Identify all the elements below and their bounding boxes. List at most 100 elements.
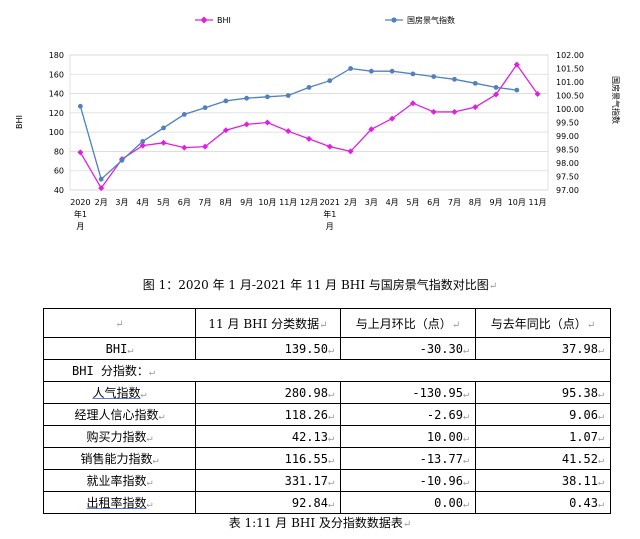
bhi-point <box>306 135 312 142</box>
bhi-point <box>534 91 541 98</box>
bhi-point <box>139 142 146 149</box>
y-left-tick-label: 80 <box>54 147 64 156</box>
legend-housing-index-label: 国房景气指数 <box>407 15 455 25</box>
row-mom: -130.95↵ <box>340 381 476 404</box>
y-right-tick-label: 100.50 <box>556 92 584 101</box>
bhi-data-table: ↵ 11 月 BHI 分类数据↵ 与上月环比（点）↵ 与去年同比（点）↵ BHI… <box>43 308 611 514</box>
x-tick-label: 9月 <box>240 198 253 207</box>
legend-bhi-marker <box>200 16 208 24</box>
y-left-tick-label: 180 <box>49 51 64 60</box>
y-right-tick-label: 100.00 <box>556 105 584 114</box>
bhi-point <box>243 121 250 128</box>
x-tick-label: 3月 <box>115 198 128 207</box>
housing-index-point <box>181 112 187 117</box>
housing-index-point <box>265 94 270 100</box>
bhi-point <box>430 108 437 115</box>
table-row: 就业率指数↵ 331.17↵ -10.96↵ 38.11↵ <box>43 469 611 492</box>
table-row: 人气指数↵ 280.98↵ -130.95↵ 95.38↵ <box>43 381 611 404</box>
x-tick-label: 年1 <box>323 209 336 219</box>
y-left-tick-label: 40 <box>54 186 64 195</box>
table-row: 出租率指数↵ 92.84↵ 0.00↵ 0.43↵ <box>43 491 611 514</box>
housing-index-point <box>98 176 104 182</box>
y-right-tick-label: 97.00 <box>556 186 579 195</box>
y-left-axis-title: BHI <box>15 115 24 129</box>
x-tick-label: 11月 <box>279 198 297 207</box>
row-yoy: 95.38↵ <box>475 381 611 404</box>
housing-index-point <box>244 95 250 101</box>
x-tick-label: 8月 <box>219 198 232 207</box>
header-category-data: 11 月 BHI 分类数据↵ <box>195 308 341 338</box>
y-right-tick-label: 101.00 <box>556 78 584 87</box>
row-mom: -13.77↵ <box>340 447 476 470</box>
series-line-housing-index <box>79 67 517 181</box>
bhi-point <box>472 104 479 111</box>
x-tick-label: 8月 <box>469 198 482 207</box>
legend-housing-index-marker <box>391 17 397 23</box>
housing-index-point <box>514 87 520 93</box>
x-tick-label: 月 <box>76 222 84 231</box>
section-label: BHI 分指数：↵ <box>43 359 611 382</box>
x-tick-label: 9月 <box>489 198 502 207</box>
bhi-comparison-chart: 40 60 80 100 120 140 160 180 97.00 97.50 98.00 98.… <box>15 15 621 231</box>
header-mom: 与上月环比（点）↵ <box>340 308 476 338</box>
header-yoy: 与去年同比（点）↵ <box>475 308 611 338</box>
table-row-bhi: BHI↵ 139.50↵ -30.30↵ 37.98↵ <box>43 337 611 360</box>
table-row: 销售能力指数↵ 116.55↵ -13.77↵ 41.52↵ <box>43 447 611 470</box>
row-label: 经理人信心指数↵ <box>43 403 196 426</box>
row-mom: 0.00↵ <box>340 491 476 514</box>
row-label: BHI↵ <box>43 337 196 360</box>
y-left-tick-label: 140 <box>49 90 64 99</box>
row-label: 就业率指数↵ <box>43 469 196 492</box>
bhi-point <box>326 143 333 150</box>
x-tick-label: 2月 <box>95 198 108 207</box>
x-tick-label: 7月 <box>448 198 461 207</box>
housing-index-point <box>368 68 374 74</box>
figure-caption: 图 1：2020 年 1 月-2021 年 11 月 BHI 与国房景气指数对比… <box>142 278 498 292</box>
bhi-point <box>493 91 500 98</box>
x-tick-label: 月 <box>326 222 334 231</box>
x-tick-label: 7月 <box>199 198 212 207</box>
bhi-point <box>451 108 458 115</box>
bhi-point <box>98 185 105 192</box>
row-mom: -10.96↵ <box>340 469 476 492</box>
x-tick-label: 2020 <box>70 198 90 207</box>
x-tick-label: 11月 <box>529 198 547 207</box>
plot-area <box>69 54 549 191</box>
row-label: 出租率指数↵ <box>43 491 196 514</box>
x-tick-label: 10月 <box>258 198 276 207</box>
housing-index-point <box>348 66 353 71</box>
row-label: 人气指数↵ <box>43 381 196 404</box>
bhi-point <box>368 126 375 133</box>
bhi-point <box>264 119 271 126</box>
table-header-row: ↵ 11 月 BHI 分类数据↵ 与上月环比（点）↵ 与去年同比（点）↵ <box>43 308 611 338</box>
table-caption: 表 1:11 月 BHI 及分指数数据表↵ <box>228 516 412 530</box>
bhi-point <box>181 144 188 151</box>
table-row: 购买力指数↵ 42.13↵ 10.00↵ 1.07↵ <box>43 425 611 448</box>
bhi-point <box>347 148 354 155</box>
bhi-point <box>513 61 520 68</box>
y-right-tick-label: 98.50 <box>556 146 579 155</box>
bhi-point <box>285 128 292 135</box>
bhi-point <box>202 143 209 150</box>
series-line-bhi <box>79 63 539 190</box>
row-label: 销售能力指数↵ <box>43 447 196 470</box>
y-right-tick-label: 97.50 <box>556 173 579 182</box>
x-tick-label: 5月 <box>406 198 419 207</box>
x-tick-label: 10月 <box>508 198 526 207</box>
row-yoy: 9.06↵ <box>475 403 611 426</box>
row-value: 92.84↵ <box>195 491 341 514</box>
x-tick-label: 年1 <box>74 209 87 219</box>
y-left-tick-label: 100 <box>49 128 64 137</box>
y-right-tick-label: 99.00 <box>556 132 579 141</box>
row-yoy: 37.98↵ <box>475 337 611 360</box>
x-tick-label: 2021 <box>320 198 340 207</box>
x-tick-label: 12月 <box>300 198 318 207</box>
bhi-point <box>160 139 167 146</box>
housing-index-point <box>327 78 333 84</box>
x-tick-label: 6月 <box>427 198 440 207</box>
x-tick-label: 6月 <box>178 198 191 207</box>
housing-index-point <box>389 68 395 74</box>
housing-index-point <box>452 76 457 82</box>
x-tick-label: 4月 <box>136 198 149 207</box>
row-mom: 10.00↵ <box>340 425 476 448</box>
